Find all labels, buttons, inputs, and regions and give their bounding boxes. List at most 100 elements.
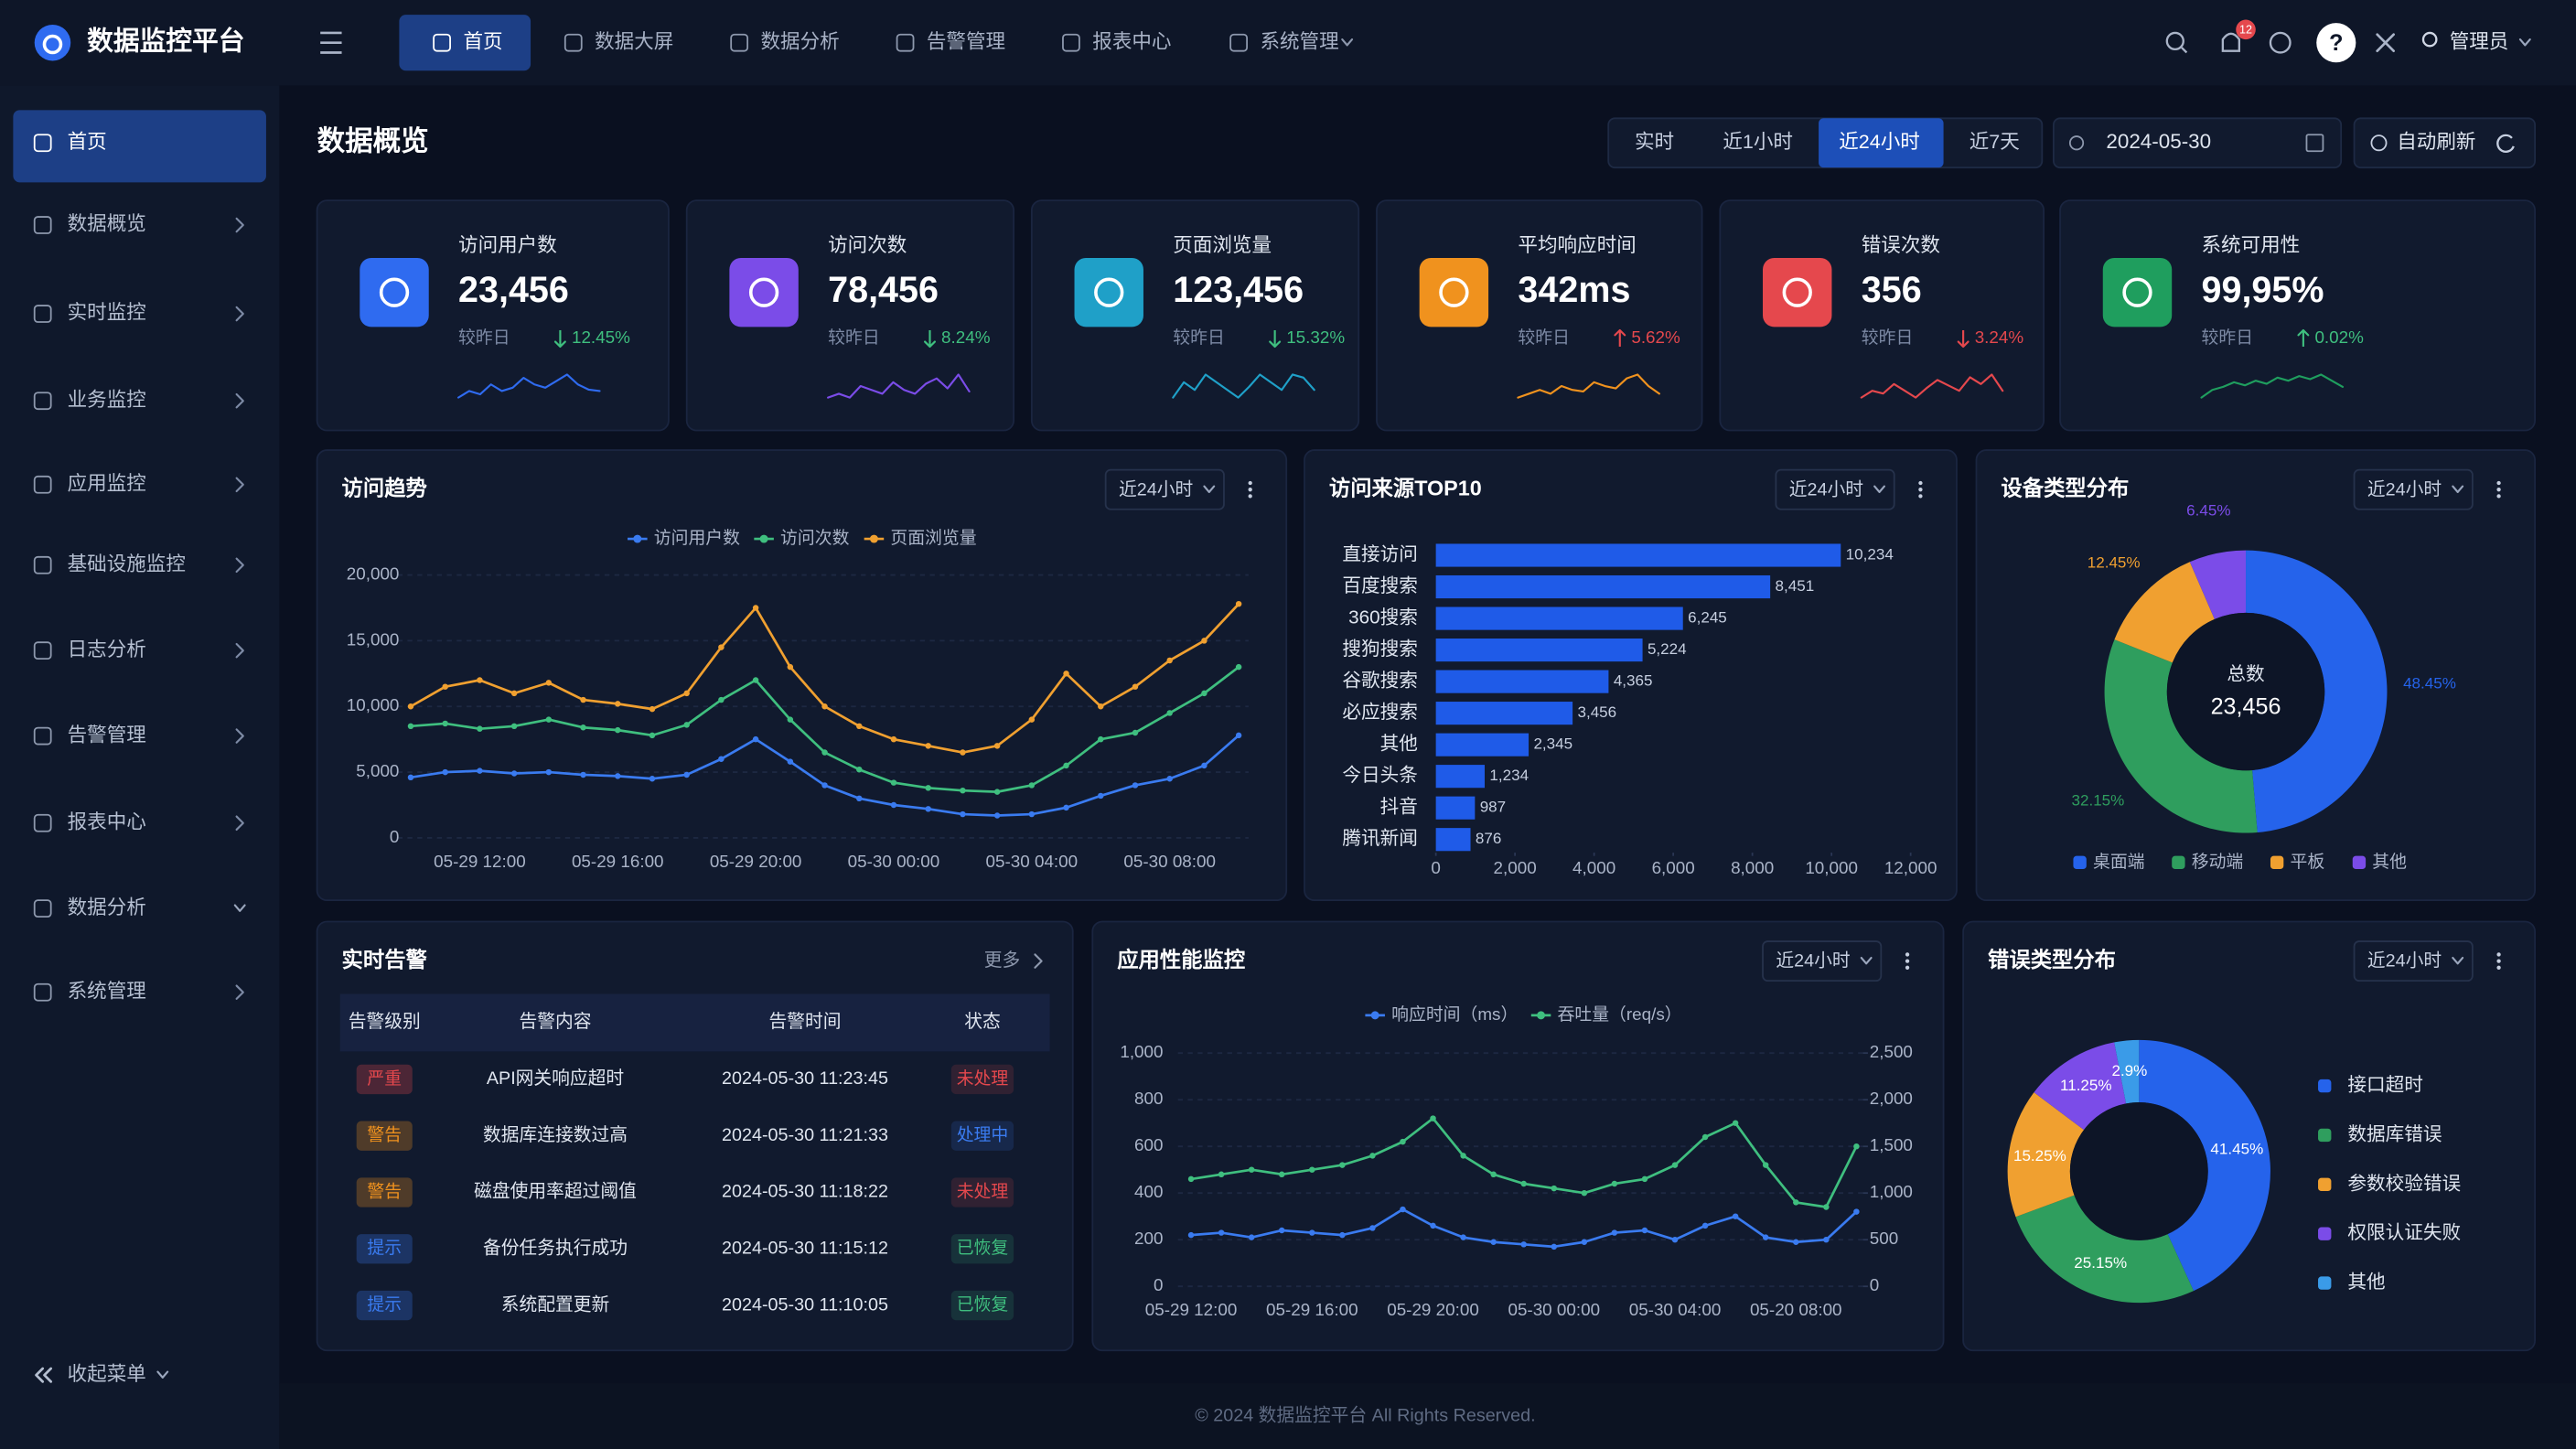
- more-menu[interactable]: [2496, 480, 2501, 486]
- more-menu[interactable]: [2496, 488, 2501, 492]
- data-point: [821, 703, 828, 710]
- sidebar-item[interactable]: 首页: [68, 130, 107, 153]
- more-menu[interactable]: [1248, 494, 1252, 499]
- legend-label: 权限认证失败: [2347, 1222, 2461, 1243]
- more-menu[interactable]: [1248, 480, 1252, 486]
- y-tick-label: 20,000: [347, 564, 400, 584]
- sidebar-item[interactable]: 数据分析: [68, 896, 146, 918]
- more-link[interactable]: 更多: [984, 950, 1021, 971]
- more-menu[interactable]: [1905, 959, 1910, 963]
- data-point: [545, 680, 553, 686]
- chart-title: 访问来源TOP10: [1329, 476, 1482, 499]
- data-point: [993, 789, 1001, 795]
- range-select[interactable]: [1762, 940, 1883, 982]
- sidebar-icon: [33, 475, 52, 494]
- table-header-cell: 告警时间: [768, 1012, 841, 1032]
- panel: [316, 449, 1288, 902]
- data-point: [1520, 1241, 1527, 1248]
- kpi-change: 15.32%: [1286, 327, 1345, 347]
- x-tick-label: 05-30 04:00: [986, 852, 1079, 871]
- range-option[interactable]: 近1小时: [1723, 130, 1793, 153]
- data-point: [1278, 1171, 1285, 1178]
- value-label: 8,451: [1776, 577, 1815, 595]
- nav-item[interactable]: 告警管理: [927, 29, 1005, 52]
- legend-label: 页面浏览量: [890, 528, 976, 547]
- data-point: [1793, 1199, 1799, 1206]
- panel: [1091, 920, 1945, 1352]
- data-point: [649, 732, 656, 739]
- date-picker[interactable]: [2053, 117, 2343, 169]
- legend-label: 移动端: [2192, 852, 2244, 871]
- nav-item[interactable]: 系统管理: [1260, 29, 1338, 52]
- chevron-icon: [235, 392, 244, 409]
- range-option[interactable]: 实时: [1635, 130, 1674, 153]
- search-icon: [2181, 47, 2188, 54]
- kpi-icon: [729, 257, 799, 327]
- sidebar: [0, 85, 280, 1449]
- sidebar-item[interactable]: 应用监控: [68, 471, 146, 494]
- pie-slice: [2114, 562, 2215, 663]
- more-menu[interactable]: [1905, 965, 1910, 970]
- data-point: [683, 722, 690, 728]
- data-point: [1218, 1171, 1225, 1178]
- more-menu[interactable]: [2496, 494, 2501, 499]
- kpi-value: 356: [1862, 270, 1922, 310]
- legend-marker: [759, 534, 768, 543]
- data-point: [1460, 1234, 1466, 1240]
- sidebar-item[interactable]: 业务监控: [68, 388, 146, 411]
- alert-level: 提示: [367, 1294, 402, 1314]
- table-header: [339, 993, 1050, 1052]
- sidebar-item[interactable]: 基础设施监控: [68, 552, 186, 574]
- status-badge: [950, 1290, 1014, 1321]
- alert-status: 未处理: [957, 1181, 1009, 1200]
- legend-marker: [1370, 1011, 1379, 1020]
- sidebar-item[interactable]: 日志分析: [68, 638, 146, 660]
- more-menu[interactable]: [1905, 952, 1910, 957]
- nav-item[interactable]: 数据大屏: [595, 29, 673, 52]
- collapse-menu[interactable]: 收起菜单: [68, 1362, 146, 1385]
- y2-tick-label: 2,500: [1870, 1042, 1913, 1061]
- auto-refresh[interactable]: [2353, 117, 2536, 169]
- help-button[interactable]: [2316, 23, 2356, 63]
- data-point: [960, 787, 966, 794]
- value-label: 10,234: [1846, 546, 1894, 564]
- sidebar-item[interactable]: 实时监控: [68, 301, 146, 324]
- data-point: [1187, 1231, 1195, 1239]
- data-point: [615, 701, 621, 707]
- collapse-icon: [43, 1367, 53, 1383]
- more-menu[interactable]: [2496, 965, 2501, 970]
- data-point: [960, 749, 966, 756]
- kpi-sparkline: [827, 373, 971, 399]
- data-point: [752, 677, 759, 683]
- range-select[interactable]: [1104, 468, 1225, 510]
- sidebar-item[interactable]: 报表中心: [68, 810, 146, 832]
- x-tick-label: 05-30 00:00: [1508, 1300, 1600, 1319]
- help-icon[interactable]: [2269, 31, 2292, 54]
- range-option[interactable]: 近7天: [1970, 130, 2020, 153]
- sidebar-item[interactable]: 数据概览: [68, 212, 146, 235]
- range-option[interactable]: 近24小时: [1839, 130, 1920, 153]
- sidebar-item[interactable]: 系统管理: [68, 979, 146, 1002]
- range-select[interactable]: [2353, 468, 2474, 510]
- range-select[interactable]: [2353, 940, 2474, 982]
- more-menu[interactable]: [2496, 952, 2501, 957]
- nav-item[interactable]: 数据分析: [761, 29, 840, 52]
- data-point: [510, 723, 518, 730]
- range-select[interactable]: [1775, 468, 1895, 510]
- more-menu[interactable]: [1918, 488, 1923, 492]
- more-menu[interactable]: [1918, 494, 1923, 499]
- chevron-icon: [235, 642, 244, 659]
- more-menu[interactable]: [2496, 959, 2501, 963]
- user-name[interactable]: 管理员: [2450, 29, 2509, 52]
- logo-icon: [34, 24, 71, 61]
- more-menu[interactable]: [1248, 488, 1252, 492]
- alert-status: 未处理: [957, 1068, 1009, 1088]
- help-text[interactable]: ?: [2329, 30, 2343, 56]
- sidebar-item[interactable]: 告警管理: [68, 723, 146, 746]
- legend-swatch: [2318, 1128, 2332, 1143]
- bell-icon[interactable]: [2221, 32, 2241, 52]
- nav-item[interactable]: 报表中心: [1092, 29, 1171, 52]
- more-menu[interactable]: [1918, 480, 1923, 486]
- data-point: [649, 705, 656, 713]
- nav-item[interactable]: 首页: [463, 29, 502, 52]
